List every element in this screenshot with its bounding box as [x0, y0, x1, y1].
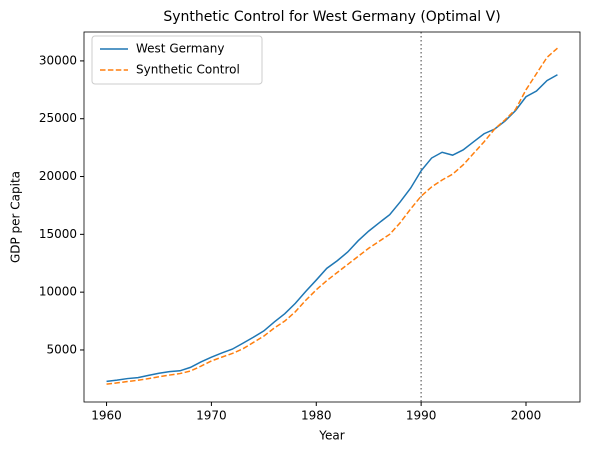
series-line — [106, 47, 558, 385]
legend-label: West Germany — [136, 42, 224, 56]
x-tick-label: 1970 — [196, 409, 227, 423]
chart-title: Synthetic Control for West Germany (Opti… — [163, 9, 500, 25]
y-tick-label: 20000 — [39, 169, 77, 183]
x-tick-label: 1960 — [91, 409, 122, 423]
x-tick-label: 2000 — [511, 409, 542, 423]
legend-box — [91, 35, 263, 85]
y-axis-label: GDP per Capita — [9, 171, 23, 263]
y-tick-label: 15000 — [39, 227, 77, 241]
x-tick-label: 1990 — [406, 409, 437, 423]
y-tick-label: 5000 — [46, 342, 77, 356]
y-tick-label: 30000 — [39, 53, 77, 67]
plot-frame — [83, 31, 581, 403]
legend-label: Synthetic Control — [136, 63, 240, 77]
x-axis-label: Year — [318, 429, 344, 443]
y-tick-label: 25000 — [39, 111, 77, 125]
series-line — [106, 74, 558, 383]
y-tick-label: 10000 — [39, 285, 77, 299]
x-tick-label: 1980 — [301, 409, 332, 423]
